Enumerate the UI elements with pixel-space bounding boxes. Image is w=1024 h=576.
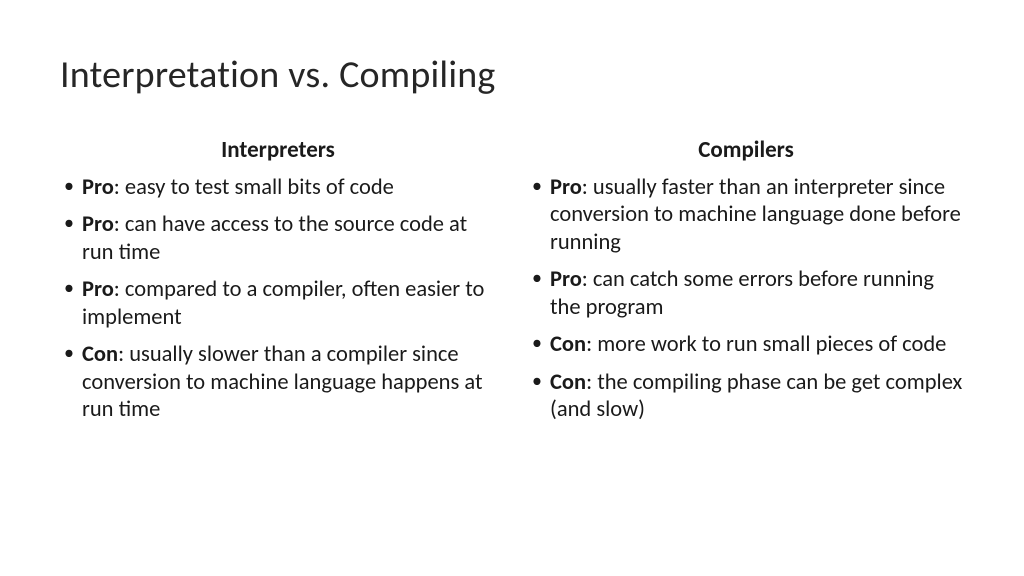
item-text: : easy to test small bits of code xyxy=(114,174,394,201)
item-text: : compared to a compiler, often easier t… xyxy=(82,276,484,330)
item-label: Pro xyxy=(82,174,114,201)
item-label: Pro xyxy=(82,276,114,303)
item-text: : more work to run small pieces of code xyxy=(586,331,946,358)
item-label: Pro xyxy=(550,266,582,293)
left-column: Interpreters Pro: easy to test small bit… xyxy=(60,136,496,434)
list-item: Con: usually slower than a compiler sinc… xyxy=(60,341,496,423)
list-item: Pro: can have access to the source code … xyxy=(60,211,496,266)
two-column-layout: Interpreters Pro: easy to test small bit… xyxy=(60,136,964,434)
list-item: Pro: easy to test small bits of code xyxy=(60,174,496,201)
item-label: Con xyxy=(550,331,586,358)
item-text: : the compiling phase can be get complex… xyxy=(550,369,962,423)
list-item: Pro: usually faster than an interpreter … xyxy=(528,174,964,256)
list-item: Pro: compared to a compiler, often easie… xyxy=(60,276,496,331)
list-item: Con: the compiling phase can be get comp… xyxy=(528,369,964,424)
list-item: Con: more work to run small pieces of co… xyxy=(528,331,964,358)
item-text: : can catch some errors before running t… xyxy=(550,266,934,320)
interpreters-list: Pro: easy to test small bits of code Pro… xyxy=(60,174,496,424)
item-label: Pro xyxy=(82,211,114,238)
item-label: Con xyxy=(550,369,586,396)
compilers-list: Pro: usually faster than an interpreter … xyxy=(528,174,964,424)
right-column: Compilers Pro: usually faster than an in… xyxy=(528,136,964,434)
right-column-heading: Compilers xyxy=(528,136,964,164)
list-item: Pro: can catch some errors before runnin… xyxy=(528,266,964,321)
item-text: : usually slower than a compiler since c… xyxy=(82,341,483,423)
item-text: : can have access to the source code at … xyxy=(82,211,467,265)
slide-title: Interpretation vs. Compiling xyxy=(60,52,964,98)
left-column-heading: Interpreters xyxy=(60,136,496,164)
item-label: Con xyxy=(82,341,118,368)
item-text: : usually faster than an interpreter sin… xyxy=(550,174,961,256)
item-label: Pro xyxy=(550,174,582,201)
